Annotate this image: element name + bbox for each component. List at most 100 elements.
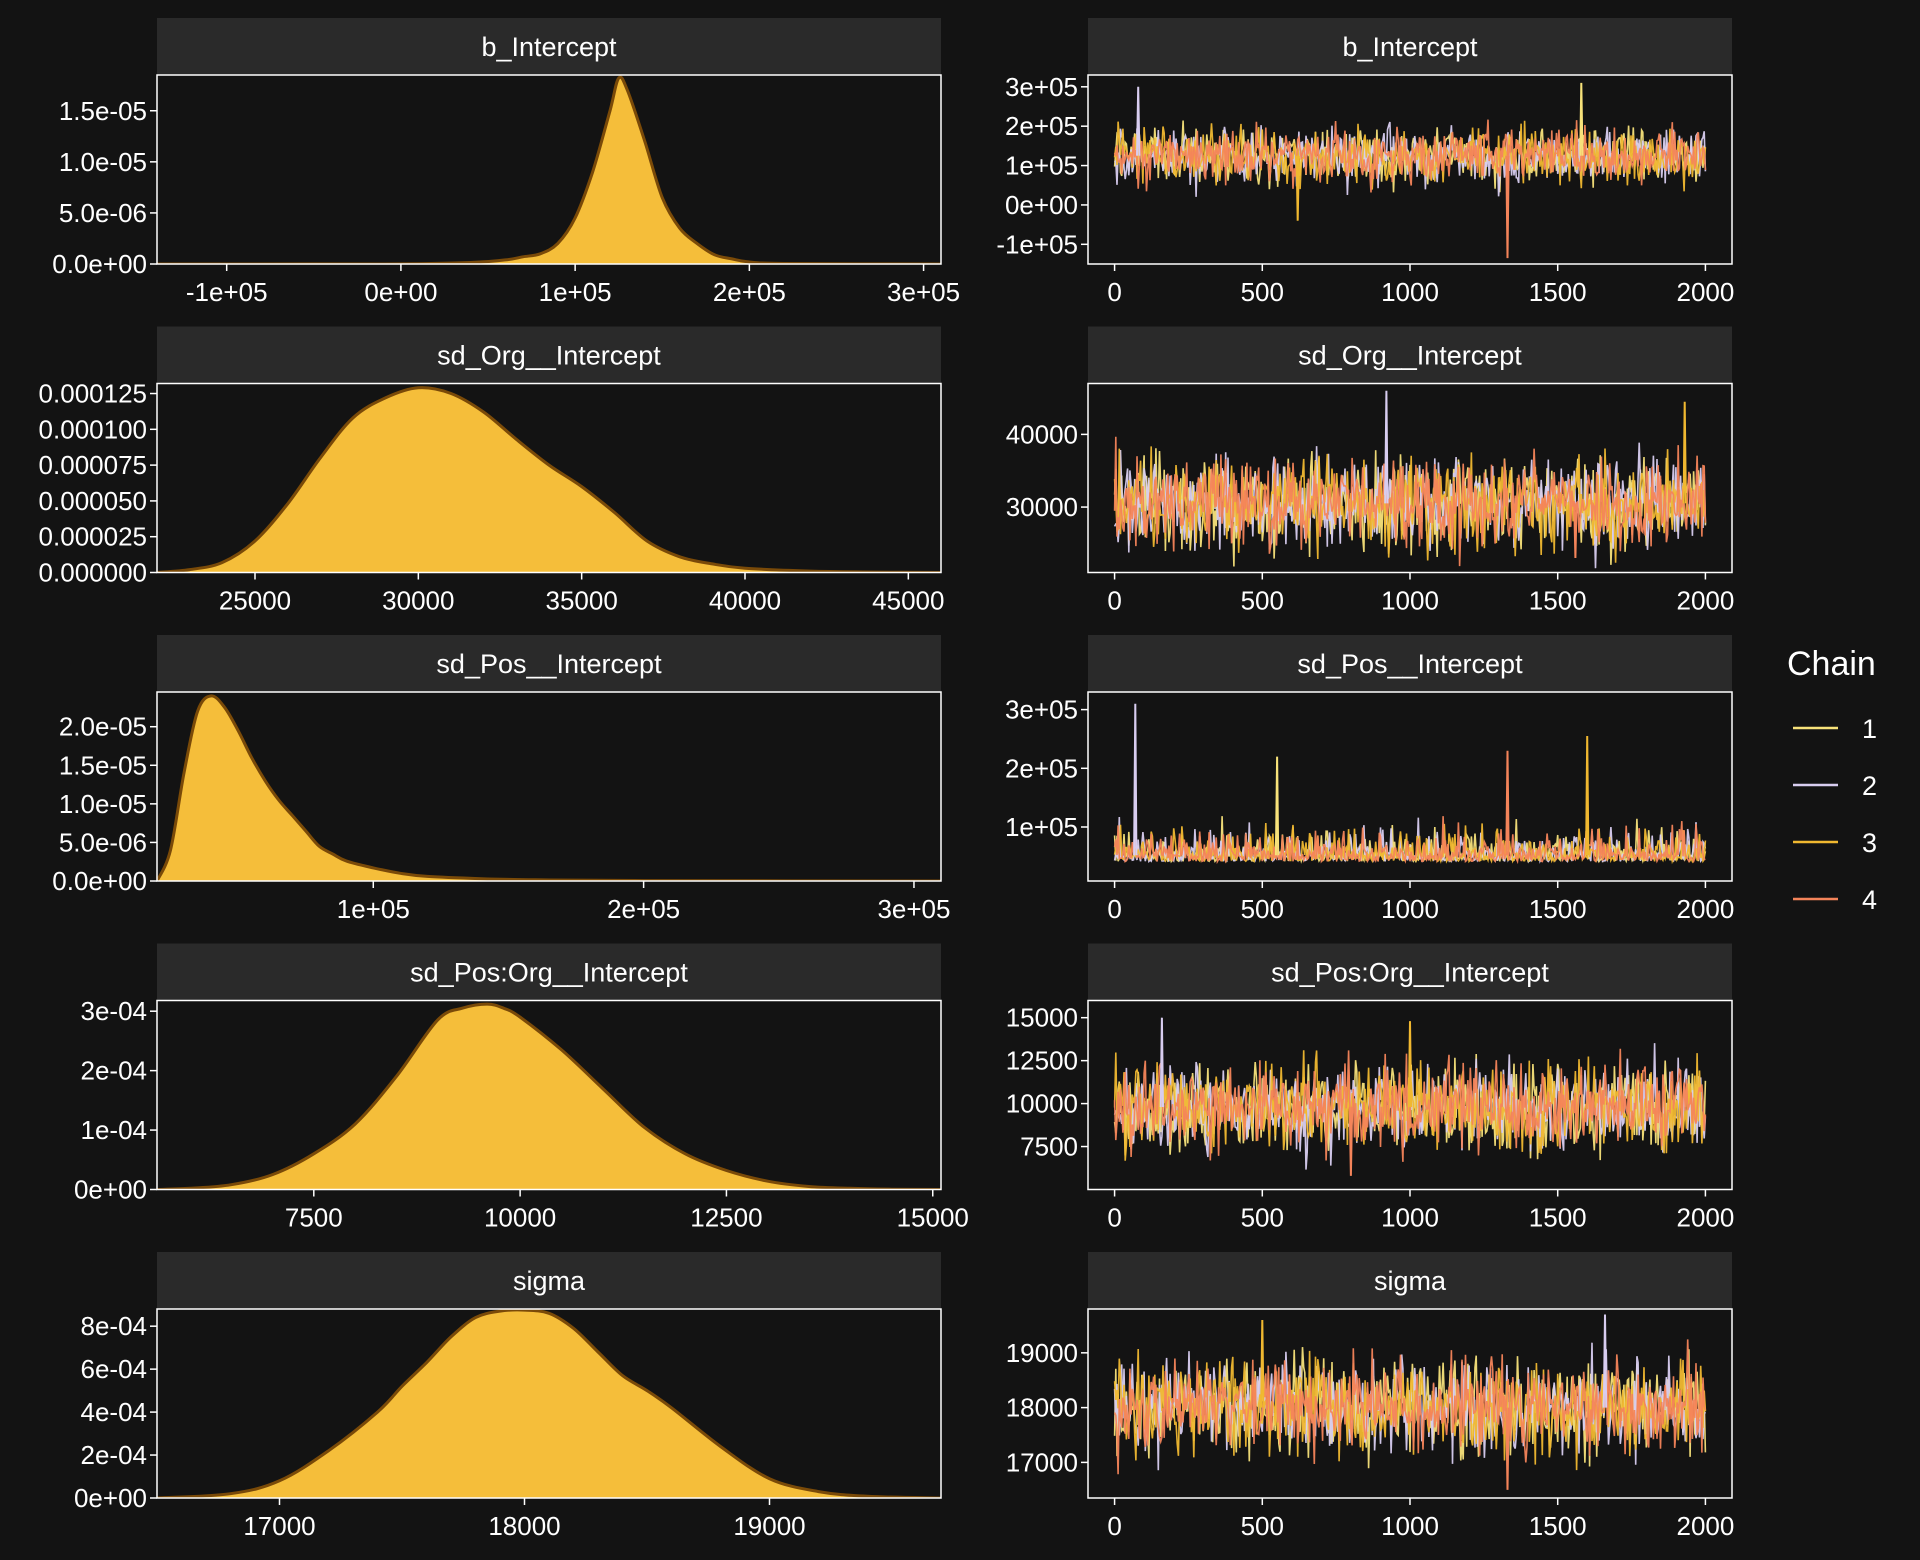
trace-spike (1159, 1017, 1164, 1108)
panel-data (157, 75, 941, 264)
x-tick-label: 2000 (1676, 894, 1734, 924)
x-tick-label: 2e+05 (713, 277, 786, 307)
panel-title: b_Intercept (1342, 32, 1478, 62)
strip-background (157, 1252, 941, 1309)
x-tick-label: 500 (1241, 277, 1284, 307)
density-line (157, 1002, 941, 1190)
legend-title: Chain (1787, 645, 1876, 683)
strip-background (1088, 18, 1732, 75)
x-tick-label: 25000 (219, 586, 291, 616)
panel-trace-5: sd_Pos__Intercept 1e+05 2e+05 3e+05 0 500 1000… (1005, 635, 1734, 924)
panel-border (156, 691, 942, 882)
x-tick-label: 45000 (872, 586, 944, 616)
panel-title: sigma (513, 1266, 586, 1296)
y-tick-label: 2e+05 (1005, 111, 1078, 141)
y-tick-label: 1e-04 (81, 1115, 148, 1145)
panels: b_Intercept 0.0e+00 5.0e-06 1.0e-05 1.5e-05 -… (39, 18, 1734, 1541)
panel-trace-1: b_Intercept -1e+05 0e+00 1e+05 2e+05 3e+05 0 50… (996, 18, 1734, 307)
panel-border (156, 999, 942, 1191)
x-tick-label: 1500 (1529, 586, 1587, 616)
trace-spike (1295, 155, 1300, 221)
panel-data (1113, 703, 1707, 865)
trace-spike (1505, 750, 1510, 856)
legend-label-chain-4: 4 (1862, 885, 1877, 915)
y-tick-label: 0.000025 (39, 522, 147, 552)
panel-data (157, 386, 941, 573)
y-tick-label: 7500 (1020, 1132, 1078, 1162)
x-tick-label: 1000 (1381, 277, 1439, 307)
density-line (157, 694, 941, 881)
x-tick-label: 15000 (897, 1203, 969, 1233)
density-area (157, 1309, 941, 1498)
panel-data (157, 1309, 941, 1498)
trace-spike (1348, 1106, 1354, 1176)
x-tick-label: 35000 (546, 586, 618, 616)
y-tick-label: 5.0e-06 (59, 827, 147, 857)
x-tick-label: 500 (1241, 586, 1284, 616)
x-tick-label: 30000 (382, 586, 454, 616)
legend: Chain 1 2 3 4 (1787, 645, 1877, 915)
trace-spike (1682, 401, 1687, 504)
x-tick-label: 19000 (733, 1511, 805, 1541)
strip-background (1088, 635, 1732, 692)
panel-density-0: b_Intercept 0.0e+00 5.0e-06 1.0e-05 1.5e-05 -… (52, 18, 960, 307)
y-tick-label: 2e-04 (81, 1440, 148, 1470)
y-tick-label: 17000 (1006, 1447, 1078, 1477)
x-tick-label: 1000 (1381, 894, 1439, 924)
y-tick-label: 1.5e-05 (59, 96, 147, 126)
legend-label-chain-2: 2 (1862, 771, 1877, 801)
x-tick-label: 3e+05 (887, 277, 960, 307)
panel-title: sigma (1374, 1266, 1447, 1296)
panel-border (156, 382, 942, 574)
strip-background (157, 943, 941, 1001)
y-tick-label: 40000 (1006, 419, 1078, 449)
panel-trace-9: sigma 17000 18000 19000 0 500 1000 1500 2000 (1006, 1252, 1734, 1541)
density-line (157, 1309, 941, 1498)
x-tick-label: 12500 (690, 1203, 762, 1233)
y-tick-label: -1e+05 (996, 229, 1078, 259)
y-tick-label: 18000 (1006, 1393, 1078, 1423)
y-tick-label: 2.0e-05 (59, 712, 147, 742)
x-tick-label: 1000 (1381, 1203, 1439, 1233)
y-tick-label: 8e-04 (81, 1311, 148, 1341)
y-tick-label: 2e-04 (81, 1056, 148, 1086)
x-tick-label: 1e+05 (337, 894, 410, 924)
y-tick-label: 1e+05 (1005, 812, 1078, 842)
density-area (157, 1004, 941, 1190)
y-tick-label: 0.000050 (39, 486, 147, 516)
panel-title: sd_Org__Intercept (437, 341, 661, 371)
panel-data (1113, 390, 1707, 569)
x-tick-label: 1500 (1529, 277, 1587, 307)
trace-spike (1136, 86, 1141, 156)
y-tick-label: 19000 (1006, 1338, 1078, 1368)
x-tick-label: 1000 (1381, 1511, 1439, 1541)
x-tick-label: 500 (1241, 1203, 1284, 1233)
x-tick-label: 0e+00 (364, 277, 437, 307)
chain-4-trace (1113, 119, 1707, 193)
trace-spike (1505, 155, 1510, 259)
density-area (157, 387, 941, 573)
y-tick-label: 1e+05 (1005, 151, 1078, 181)
trace-spike (1133, 703, 1138, 856)
panel-title: sd_Pos__Intercept (1297, 649, 1523, 679)
y-tick-label: 0.0e+00 (52, 866, 147, 896)
y-tick-label: 0e+00 (74, 1483, 147, 1513)
x-tick-label: 1500 (1529, 1203, 1587, 1233)
x-tick-label: 1e+05 (539, 277, 612, 307)
y-tick-label: 0.000125 (39, 379, 147, 409)
panel-border (156, 74, 942, 265)
y-tick-label: 3e+05 (1005, 72, 1078, 102)
panel-title: sd_Pos__Intercept (436, 649, 662, 679)
chain-4-trace (1113, 436, 1707, 567)
panel-border (156, 1308, 942, 1499)
y-tick-label: 0.000100 (39, 414, 147, 444)
panel-data (157, 1002, 941, 1190)
panel-title: sd_Pos:Org__Intercept (1271, 958, 1549, 988)
x-tick-label: 1500 (1529, 1511, 1587, 1541)
panel-data (1113, 1314, 1707, 1490)
chain-4-trace (1113, 1048, 1707, 1162)
panel-title: sd_Org__Intercept (1298, 341, 1522, 371)
strip-background (157, 18, 941, 75)
x-tick-label: 1000 (1381, 586, 1439, 616)
